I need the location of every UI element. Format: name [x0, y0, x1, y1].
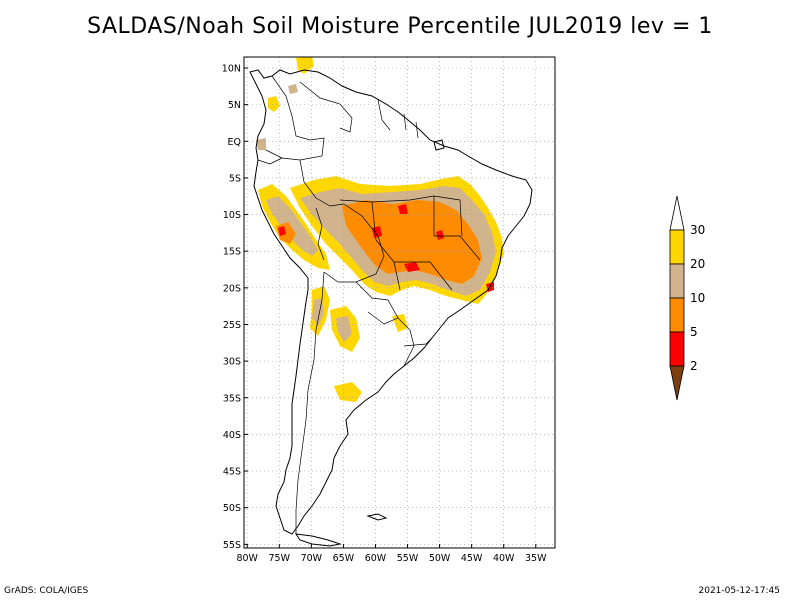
colorbar-segment	[669, 331, 685, 367]
shade-brazil-2-5-c	[404, 262, 420, 272]
shade-pampas-20-30	[334, 382, 362, 402]
lat-label: 35S	[223, 393, 241, 404]
shade-colombia-10-20	[288, 84, 298, 94]
footer-timestamp: 2021-05-12-17:45	[698, 586, 781, 596]
lon-label: 75W	[269, 553, 291, 564]
lat-label: EQ	[228, 137, 241, 148]
lat-label: 30S	[223, 357, 241, 368]
colorbar: 2 5 10 20 30	[669, 195, 705, 401]
shade-argentina-10-20	[336, 316, 352, 342]
colorbar-label: 10	[690, 291, 705, 305]
lon-label: 45W	[461, 553, 483, 564]
shade-peru-2-5	[278, 226, 286, 236]
border-argentina-brazil	[397, 317, 415, 367]
shade-brazil-2-5-d	[436, 230, 444, 240]
footer-credit: GrADS: COLA/IGES	[4, 586, 89, 596]
border-peru-ecuador	[257, 157, 345, 207]
marajo	[433, 139, 445, 151]
colorbar-segment	[669, 263, 685, 299]
colorbar-label: 5	[690, 325, 698, 339]
lat-label: 40S	[223, 430, 241, 441]
lat-label: 20S	[223, 283, 241, 294]
map-grid	[244, 57, 555, 548]
border-paraguay	[355, 281, 399, 325]
lat-label: 5S	[229, 173, 241, 184]
shade-uruguay-20-30	[392, 314, 408, 332]
lat-label: 5N	[228, 100, 241, 111]
lon-label: 50W	[429, 553, 451, 564]
lat-label: 25S	[223, 320, 241, 331]
lat-label: 10S	[223, 210, 241, 221]
lat-label: 55S	[223, 540, 241, 551]
border-uruguay	[403, 337, 433, 347]
border-guianas	[377, 99, 419, 139]
colorbar-label: 2	[690, 359, 698, 373]
colorbar-label: 20	[690, 257, 705, 271]
lon-label: 80W	[236, 553, 258, 564]
border-chile-argentina	[295, 271, 325, 534]
border-bolivia	[323, 203, 385, 283]
lon-label: 35W	[525, 553, 547, 564]
shade-brazil-5-10	[342, 200, 482, 284]
lon-label: 65W	[333, 553, 355, 564]
percentile-shading	[256, 57, 504, 402]
border-brazil-states	[339, 195, 481, 291]
lat-label: 15S	[223, 247, 241, 258]
map-title: SALDAS/Noah Soil Moisture Percentile JUL…	[87, 14, 713, 39]
border-peru-bolivia	[315, 207, 325, 261]
colorbar-bottom-triangle	[669, 365, 685, 401]
longitude-labels: 80W 75W 70W 65W 60W 55W 50W 45W 40W 35W	[236, 544, 547, 564]
lon-label: 60W	[365, 553, 387, 564]
latitude-labels: 10N 5N EQ 5S 10S 15S 20S 25S 30S 35S 40S 45S 50S 55S	[222, 63, 248, 551]
country-borders	[257, 75, 481, 534]
colorbar-label: 30	[690, 223, 705, 237]
lon-label: 70W	[301, 553, 323, 564]
tierra-del-fuego	[294, 533, 342, 547]
lat-label: 45S	[223, 467, 241, 478]
shade-peru-10-20	[266, 196, 318, 256]
colorbar-segment	[669, 297, 685, 333]
shade-ecuador-10-20	[256, 138, 266, 150]
border-colombia	[265, 75, 325, 161]
lat-label: 10N	[222, 63, 241, 74]
lon-label: 55W	[397, 553, 419, 564]
border-venezuela	[299, 81, 353, 133]
south-america-coastline	[249, 69, 533, 535]
lon-label: 40W	[493, 553, 515, 564]
colorbar-segment	[669, 229, 685, 265]
shade-brazil-2-5-b	[398, 204, 408, 214]
falklands	[366, 513, 388, 521]
shade-north-20-30	[296, 57, 314, 74]
shade-colombia-20-30	[268, 96, 280, 112]
lat-label: 50S	[223, 503, 241, 514]
coastlines	[249, 69, 533, 547]
plot-frame	[243, 56, 556, 549]
colorbar-top-triangle	[669, 195, 685, 231]
